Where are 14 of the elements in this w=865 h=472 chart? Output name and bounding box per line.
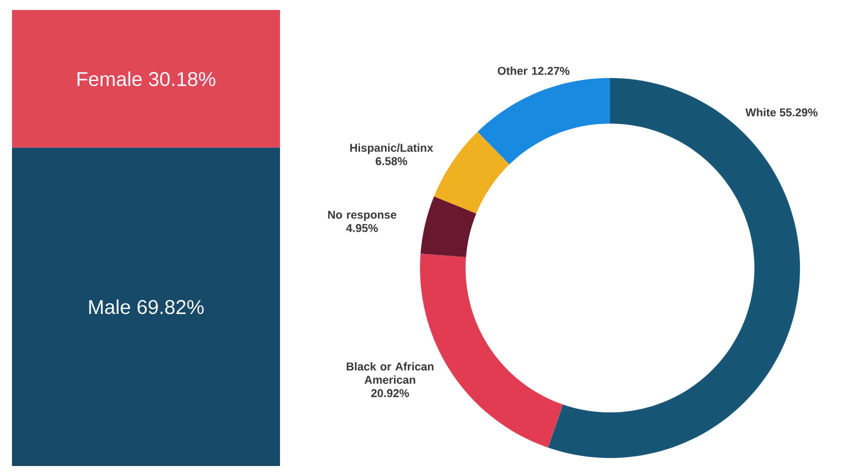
data-label: 55.29%: [780, 108, 818, 116]
series-label: Female: [78, 71, 142, 86]
slice-label: White: [745, 108, 776, 116]
slice-label: Black or African American: [346, 362, 434, 384]
data-label: 20.92%: [371, 389, 410, 398]
data-label: 30.18%: [148, 72, 216, 86]
slice-label: Hispanic/Latinx: [350, 144, 434, 154]
data-label: 69.82%: [138, 300, 204, 314]
slice-label: No response: [328, 210, 396, 221]
data-label: 6.58%: [376, 157, 408, 166]
data-label: 12.27%: [532, 66, 570, 75]
data-label: 4.95%: [346, 224, 378, 232]
series-label: Male: [89, 299, 130, 314]
slice-label: Other: [498, 66, 528, 75]
